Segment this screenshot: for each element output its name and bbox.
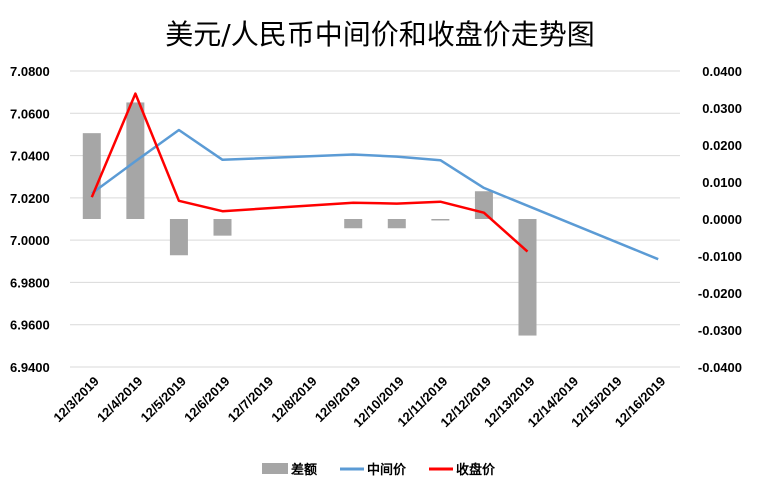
bar-diff [344, 219, 363, 229]
bar-diff [474, 191, 493, 219]
right-tick-label: 0.0100 [702, 175, 742, 190]
line-close-price [90, 92, 529, 253]
left-tick-label: 7.0200 [10, 191, 50, 206]
right-tick-label: -0.0100 [698, 249, 742, 264]
left-tick-label: 7.0800 [10, 64, 50, 79]
right-tick-label: 0.0000 [702, 212, 742, 227]
left-tick-label: 6.9800 [10, 275, 50, 290]
bar-diff [82, 133, 101, 219]
right-tick-label: -0.0200 [698, 286, 742, 301]
right-tick-label: 0.0300 [702, 101, 742, 116]
chart-title: 美元/人民币中间价和收盘价走势图 [165, 18, 594, 51]
bar-diff [169, 219, 188, 256]
legend-label-mid: 中间价 [367, 462, 407, 478]
line-series [90, 92, 659, 261]
left-tick-label: 7.0400 [10, 149, 50, 164]
bar-diff [387, 219, 406, 229]
legend-label-close: 收盘价 [456, 462, 496, 478]
right-tick-label: 0.0200 [702, 138, 742, 153]
left-axis: 6.9400 6.9600 6.9800 7.0000 7.0200 7.0400 7.06… [10, 64, 50, 375]
left-tick-label: 6.9400 [10, 360, 50, 375]
left-tick-label: 6.9600 [10, 318, 50, 333]
left-tick-label: 7.0000 [10, 233, 50, 248]
bar-diff [213, 219, 232, 236]
legend-label-diff: 差额 [291, 462, 317, 478]
left-tick-label: 7.0600 [10, 106, 50, 121]
right-axis: -0.0400 -0.0300 -0.0200 -0.0100 0.0000 0.0100… [698, 64, 742, 375]
right-tick-label: -0.0300 [698, 323, 742, 338]
bar-diff [431, 219, 450, 221]
line-mid-price [91, 128, 659, 261]
legend: 差额 中间价 收盘价 [262, 462, 496, 478]
right-tick-label: 0.0400 [702, 64, 742, 79]
bar-diff [518, 219, 537, 336]
right-tick-label: -0.0400 [698, 360, 742, 375]
legend-swatch-diff [262, 463, 288, 474]
